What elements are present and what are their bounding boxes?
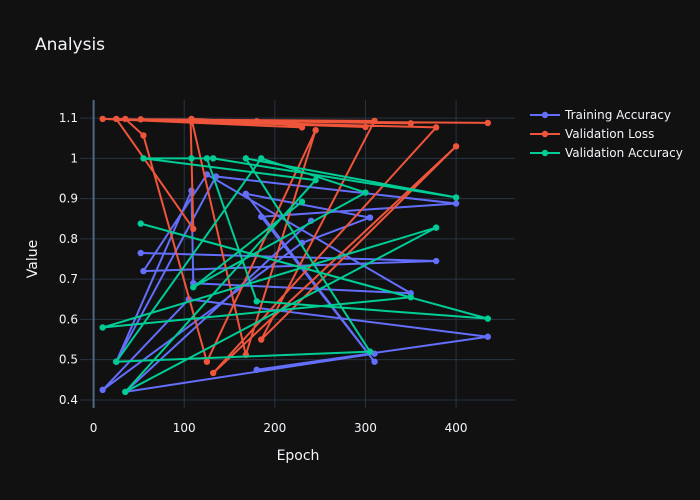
- data-point[interactable]: [452, 143, 460, 150]
- data-point[interactable]: [137, 220, 144, 227]
- y-tick-label: 0.9: [59, 192, 78, 206]
- data-point[interactable]: [140, 267, 147, 275]
- legend-item[interactable]: Validation Loss: [530, 127, 654, 141]
- legend-item[interactable]: Training Accuracy: [530, 108, 671, 122]
- data-point[interactable]: [99, 115, 106, 123]
- data-point[interactable]: [362, 123, 369, 131]
- data-point[interactable]: [258, 213, 265, 220]
- x-tick-label: 0: [90, 421, 98, 435]
- data-point[interactable]: [371, 117, 378, 125]
- data-point[interactable]: [122, 115, 129, 123]
- data-point[interactable]: [407, 294, 414, 301]
- data-point[interactable]: [258, 336, 265, 343]
- legend-swatch-marker: [541, 130, 549, 138]
- data-point[interactable]: [203, 358, 211, 365]
- data-point[interactable]: [258, 155, 265, 162]
- y-tick-label: 1.1: [59, 111, 78, 125]
- legend-label: Validation Accuracy: [565, 146, 683, 160]
- data-point[interactable]: [432, 124, 440, 131]
- y-tick-label: 0.6: [59, 312, 78, 326]
- data-point[interactable]: [432, 257, 440, 265]
- data-point[interactable]: [312, 126, 319, 134]
- x-tick-label: 200: [263, 421, 286, 435]
- data-point[interactable]: [371, 358, 378, 365]
- data-point[interactable]: [188, 155, 195, 162]
- data-point[interactable]: [298, 124, 306, 131]
- x-tick-label: 300: [354, 421, 377, 435]
- data-point[interactable]: [253, 298, 260, 305]
- legend[interactable]: Training Accuracy Validation Loss Validati…: [530, 108, 683, 160]
- data-point[interactable]: [190, 284, 197, 291]
- y-tick-label: 0.4: [59, 393, 78, 407]
- data-point[interactable]: [203, 155, 211, 162]
- y-tick-label: 0.8: [59, 232, 78, 246]
- data-point[interactable]: [484, 315, 492, 322]
- data-point[interactable]: [484, 333, 492, 340]
- data-point[interactable]: [137, 116, 144, 123]
- data-point[interactable]: [362, 189, 369, 196]
- data-point[interactable]: [210, 369, 217, 377]
- data-point[interactable]: [242, 155, 250, 162]
- data-point[interactable]: [407, 120, 414, 127]
- data-point[interactable]: [366, 348, 374, 355]
- x-tick-label: 100: [173, 421, 196, 435]
- data-point[interactable]: [140, 132, 147, 139]
- series-layer: [99, 115, 492, 396]
- y-tick-label: 0.7: [59, 272, 78, 286]
- data-point[interactable]: [253, 118, 260, 125]
- series-line: [101, 157, 489, 393]
- data-point[interactable]: [137, 249, 144, 257]
- legend-label: Training Accuracy: [564, 108, 671, 122]
- data-point[interactable]: [190, 225, 197, 233]
- data-point[interactable]: [187, 117, 194, 125]
- y-tick-label: 1: [70, 151, 78, 165]
- data-point[interactable]: [484, 119, 492, 127]
- series-validation-accuracy: [99, 155, 492, 396]
- data-point[interactable]: [210, 155, 217, 162]
- data-point[interactable]: [113, 115, 120, 123]
- data-point[interactable]: [298, 198, 306, 206]
- data-point[interactable]: [99, 386, 106, 394]
- legend-label: Validation Loss: [565, 127, 654, 141]
- data-point[interactable]: [312, 176, 319, 184]
- x-tick-label: 400: [445, 421, 468, 435]
- data-point[interactable]: [432, 224, 440, 231]
- y-tick-label: 0.5: [59, 353, 78, 367]
- data-point[interactable]: [113, 358, 120, 365]
- data-point[interactable]: [140, 155, 147, 162]
- data-point[interactable]: [122, 388, 129, 396]
- data-point[interactable]: [452, 200, 460, 207]
- data-point[interactable]: [253, 366, 260, 373]
- data-point[interactable]: [242, 190, 250, 198]
- data-point[interactable]: [366, 214, 374, 221]
- y-axis-title: Value: [25, 240, 41, 278]
- data-point[interactable]: [99, 324, 106, 331]
- legend-swatch-marker: [541, 149, 549, 157]
- tick-labels: 0 100 200 300 400 0.4 0.5 0.6 0.7 0.8 0.9 1 1.1: [59, 111, 468, 435]
- chart-title: Analysis: [35, 35, 105, 55]
- legend-item[interactable]: Validation Accuracy: [530, 146, 683, 160]
- x-axis-title: Epoch: [277, 448, 320, 464]
- legend-swatch-marker: [541, 111, 549, 119]
- data-point[interactable]: [452, 194, 460, 201]
